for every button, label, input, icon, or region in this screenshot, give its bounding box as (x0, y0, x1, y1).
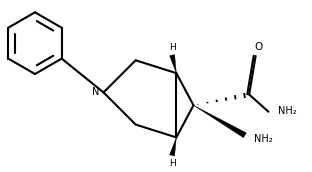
Text: H: H (169, 43, 175, 52)
Text: NH₂: NH₂ (278, 106, 296, 116)
Polygon shape (193, 105, 246, 138)
Text: O: O (254, 42, 262, 52)
Polygon shape (169, 55, 176, 73)
Text: N: N (92, 87, 100, 97)
Text: H: H (169, 159, 175, 168)
Text: NH₂: NH₂ (254, 134, 273, 144)
Polygon shape (169, 137, 176, 156)
